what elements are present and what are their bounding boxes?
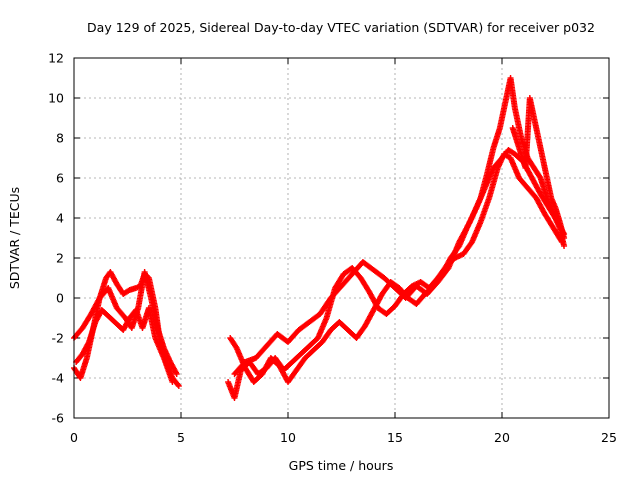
y-tick-label: 6 [56, 171, 64, 186]
x-tick-label: 20 [494, 430, 510, 445]
data-point-marker [173, 371, 180, 377]
x-tick-label: 5 [177, 430, 185, 445]
y-tick-label: -2 [52, 331, 64, 346]
data-point-marker [175, 383, 182, 389]
series-track-e [227, 147, 568, 385]
y-axis-label: SDTVAR / TECUs [7, 187, 22, 289]
x-tick-label: 0 [70, 430, 78, 445]
data-point-marker [561, 235, 568, 241]
x-tick-label: 15 [387, 430, 403, 445]
data-point-marker [174, 381, 181, 388]
x-tick-label: 10 [280, 430, 296, 445]
y-tick-label: 12 [48, 51, 64, 66]
data-point-marker [169, 379, 176, 385]
y-tick-label: 0 [56, 291, 64, 306]
series-track-g [509, 95, 568, 241]
y-tick-label: 10 [48, 91, 64, 106]
x-axis-label: GPS time / hours [289, 458, 394, 473]
y-tick-label: 2 [56, 251, 64, 266]
plot-frame [73, 57, 610, 419]
data-point-marker [561, 243, 568, 249]
y-tick-label: -4 [52, 371, 65, 386]
series-track-f [231, 75, 568, 377]
chart-title: Day 129 of 2025, Sidereal Day-to-day VTE… [87, 20, 595, 35]
y-tick-label: -6 [52, 411, 65, 426]
series-track-c [73, 305, 176, 385]
data-points [71, 75, 568, 401]
y-tick-label: 4 [56, 211, 64, 226]
x-tick-label: 25 [601, 430, 617, 445]
y-tick-label: 8 [56, 131, 64, 146]
